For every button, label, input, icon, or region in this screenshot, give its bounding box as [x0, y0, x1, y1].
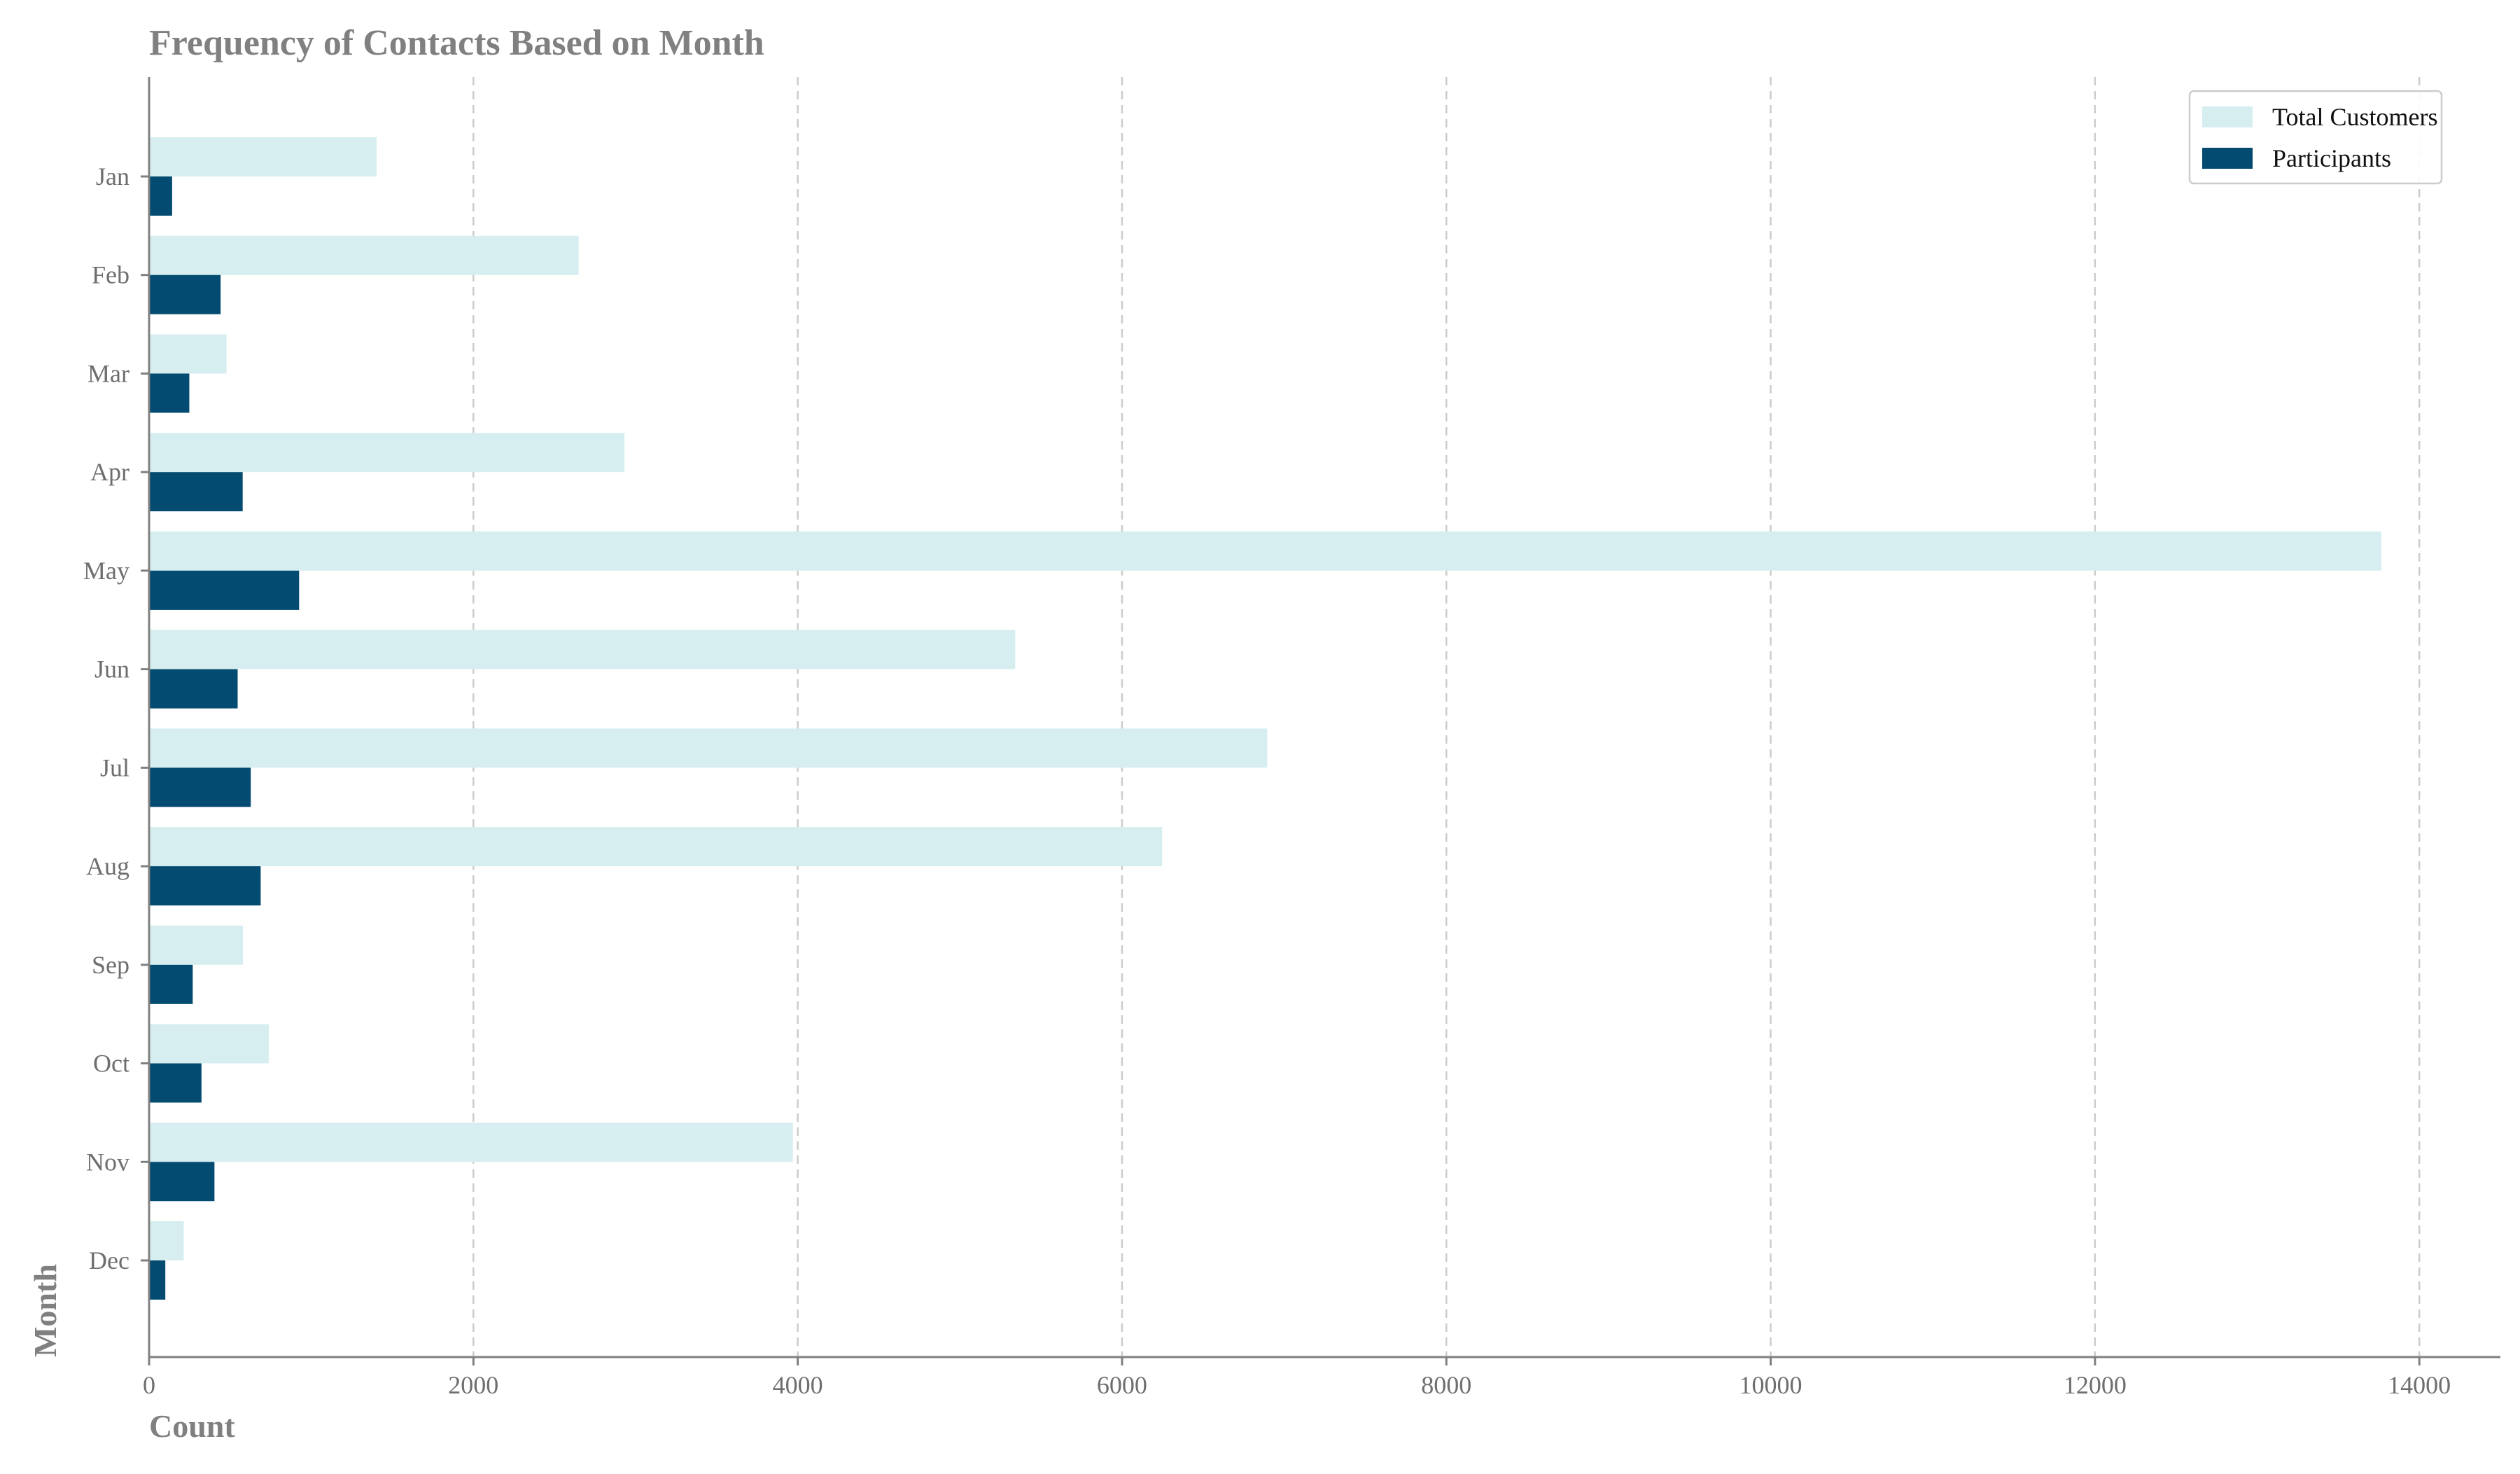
bar-participants-jun — [149, 669, 238, 709]
legend-swatch-total-customers — [2202, 106, 2253, 127]
bar-total-customers-may — [149, 531, 2381, 571]
y-tick-label-aug: Aug — [86, 852, 130, 880]
bar-total-customers-jul — [149, 728, 1268, 768]
bar-total-customers-jun — [149, 630, 1016, 669]
legend: Total Customers Participants — [2188, 90, 2443, 185]
bar-total-customers-aug — [149, 827, 1163, 867]
bar-participants-may — [149, 570, 300, 610]
bar-participants-sep — [149, 964, 193, 1004]
bar-participants-jan — [149, 176, 172, 216]
x-tick-label-0: 0 — [143, 1371, 155, 1399]
x-tick-label-14000: 14000 — [2388, 1371, 2451, 1399]
x-axis-label: Count — [149, 1408, 235, 1444]
y-tick-label-oct: Oct — [93, 1050, 130, 1078]
x-tick-label-8000: 8000 — [1421, 1371, 1471, 1399]
legend-label-total-customers: Total Customers — [2272, 103, 2437, 131]
y-tick-label-jun: Jun — [94, 655, 130, 683]
bar-total-customers-apr — [149, 433, 625, 473]
bar-participants-mar — [149, 373, 190, 413]
bar-participants-dec — [149, 1260, 166, 1300]
bar-total-customers-mar — [149, 334, 227, 374]
bar-total-customers-oct — [149, 1024, 269, 1064]
y-tick-label-may: May — [83, 557, 130, 585]
axes-layer — [148, 77, 2500, 1358]
y-axis-label: Month — [27, 1264, 63, 1357]
bar-participants-nov — [149, 1162, 215, 1202]
chart-title: Frequency of Contacts Based on Month — [149, 23, 764, 63]
y-tick-label-feb: Feb — [92, 261, 130, 289]
ticks-layer: 0 2000 4000 6000 8000 10000 12000 14000 Jan Feb Ma… — [83, 162, 2451, 1399]
y-tick-label-mar: Mar — [88, 359, 130, 387]
bar-total-customers-feb — [149, 235, 579, 275]
x-tick-label-10000: 10000 — [1740, 1371, 1802, 1399]
y-tick-label-apr: Apr — [90, 458, 130, 486]
x-tick-label-4000: 4000 — [773, 1371, 823, 1399]
bar-participants-oct — [149, 1063, 202, 1103]
x-tick-label-12000: 12000 — [2064, 1371, 2127, 1399]
bar-total-customers-nov — [149, 1122, 793, 1162]
y-tick-label-dec: Dec — [89, 1246, 130, 1274]
bar-participants-feb — [149, 274, 221, 314]
bar-total-customers-dec — [149, 1221, 184, 1260]
bar-participants-apr — [149, 472, 243, 512]
x-tick-label-2000: 2000 — [448, 1371, 498, 1399]
bars-layer — [149, 137, 2381, 1300]
legend-swatch-participants — [2202, 148, 2253, 169]
y-tick-label-nov: Nov — [86, 1148, 130, 1176]
y-tick-label-jul: Jul — [100, 753, 130, 781]
bar-total-customers-jan — [149, 137, 377, 176]
bar-participants-jul — [149, 767, 251, 807]
y-tick-label-sep: Sep — [92, 951, 130, 979]
bar-total-customers-sep — [149, 925, 244, 965]
bar-participants-aug — [149, 866, 261, 906]
x-tick-label-6000: 6000 — [1097, 1371, 1147, 1399]
y-tick-label-jan: Jan — [96, 162, 130, 190]
legend-label-participants: Participants — [2272, 144, 2391, 172]
grid-layer — [472, 77, 2421, 1357]
